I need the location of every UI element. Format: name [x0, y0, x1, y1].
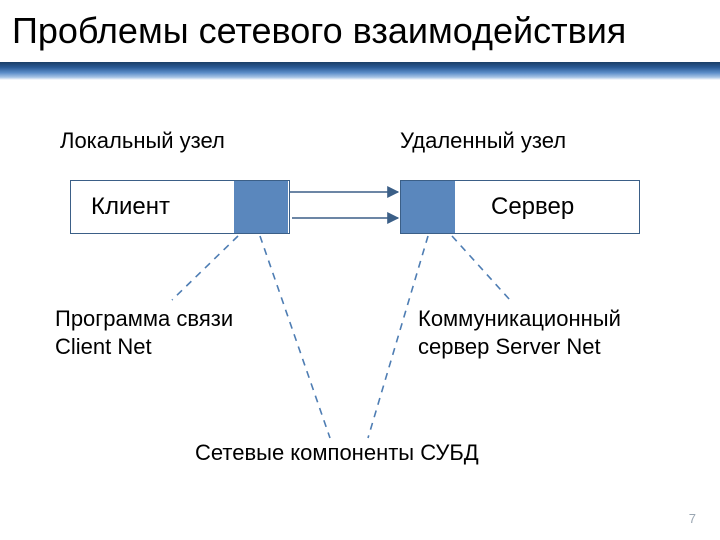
page-number: 7: [689, 511, 696, 526]
client-net-label-line1: Программа связи: [55, 305, 233, 333]
client-net-pane: [234, 181, 288, 233]
client-net-label: Программа связи Client Net: [55, 305, 233, 361]
server-net-label: Коммуникационный сервер Server Net: [418, 305, 621, 361]
client-box-label: Клиент: [71, 193, 170, 221]
slide-title: Проблемы сетевого взаимодействия: [12, 10, 626, 52]
server-net-label-line2: сервер Server Net: [418, 333, 621, 361]
dash-server-to-label: [452, 236, 510, 300]
server-net-label-line1: Коммуникационный: [418, 305, 621, 333]
client-net-label-line2: Client Net: [55, 333, 233, 361]
dash-client-to-bottom: [260, 236, 330, 438]
dash-client-to-label: [172, 236, 238, 300]
title-region: Проблемы сетевого взаимодействия: [0, 0, 720, 80]
bottom-label: Сетевые компоненты СУБД: [195, 440, 479, 466]
remote-node-label: Удаленный узел: [400, 128, 566, 154]
server-net-pane: [401, 181, 455, 233]
local-node-label: Локальный узел: [60, 128, 225, 154]
title-underline-gradient: [0, 62, 720, 80]
slide: Проблемы сетевого взаимодействия Локальн…: [0, 0, 720, 540]
